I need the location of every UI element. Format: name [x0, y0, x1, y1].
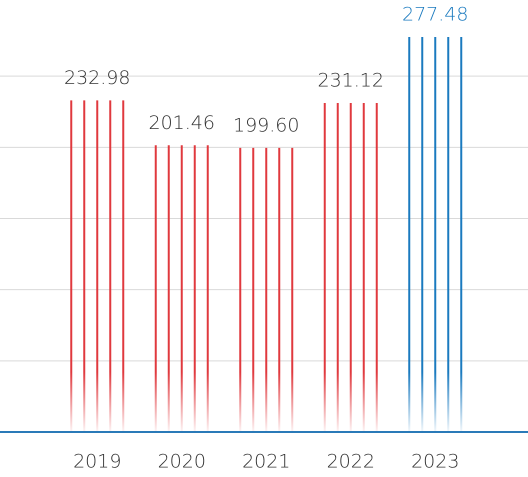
- x-tick-label: 2021: [242, 451, 290, 473]
- x-tick-label: 2022: [327, 451, 375, 473]
- bar: [70, 100, 125, 431]
- value-label: 199.60: [233, 114, 299, 136]
- x-tick-label: 2023: [411, 451, 459, 473]
- x-tick-label: 2020: [158, 451, 206, 473]
- bar: [408, 37, 463, 431]
- bar: [239, 147, 294, 431]
- value-label: 232.98: [64, 67, 130, 89]
- value-label: 277.48: [402, 4, 468, 26]
- bar: [323, 103, 378, 431]
- bar: [154, 145, 209, 431]
- x-tick-label: 2019: [73, 451, 121, 473]
- value-label: 201.46: [149, 112, 215, 134]
- value-label: 231.12: [318, 70, 384, 92]
